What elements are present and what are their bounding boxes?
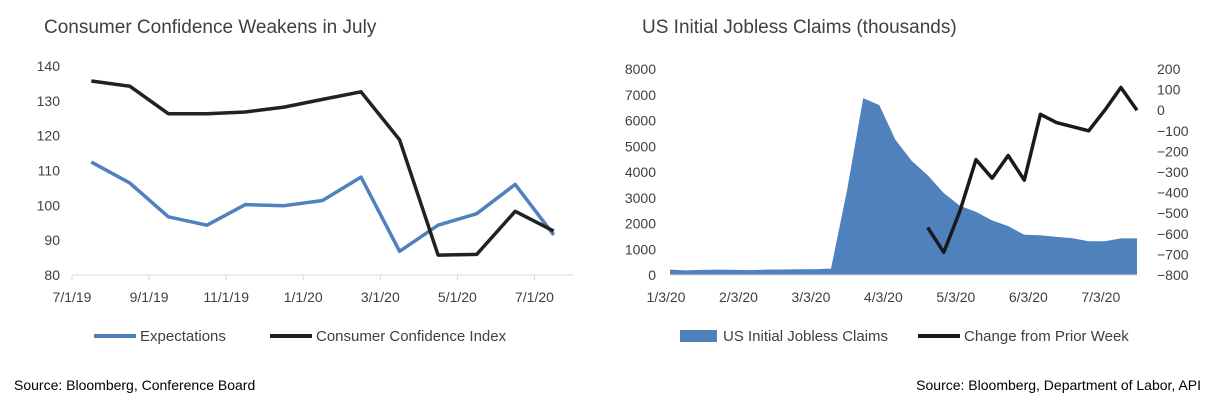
- right-y-right-tick-label: 200: [1157, 61, 1181, 77]
- right-y-left-tick-label: 3000: [625, 190, 656, 206]
- series-cci-line: [91, 79, 555, 257]
- legend-change-label: Change from Prior Week: [964, 328, 1129, 345]
- right-y-left-tick-label: 1000: [625, 241, 656, 257]
- right-chart: US Initial Jobless Claims (thousands) 0 1…: [625, 17, 1201, 393]
- right-legend: US Initial Jobless Claims Change from Pr…: [680, 328, 1129, 345]
- right-y-left-tick-label: 0: [648, 267, 656, 283]
- right-x-tick-label: 6/3/20: [1009, 289, 1048, 305]
- left-y-ticks: 80 90 100 110 120 130 140: [37, 58, 61, 283]
- legend-expectations-label: Expectations: [140, 328, 226, 345]
- series-change-line: [926, 85, 1139, 255]
- series-expectations-line: [90, 160, 556, 254]
- left-x-tick-label: 9/1/19: [130, 289, 169, 305]
- right-y-right-tick-label: −400: [1157, 185, 1189, 201]
- left-y-tick-label: 130: [37, 93, 61, 109]
- right-x-tick-label: 7/3/20: [1081, 289, 1120, 305]
- legend-claims-swatch: [680, 330, 717, 342]
- left-x-tick-label: 5/1/20: [438, 289, 477, 305]
- left-y-tick-label: 120: [37, 128, 61, 144]
- left-chart-title: Consumer Confidence Weakens in July: [44, 17, 377, 38]
- right-y-ticks-left: 0 1000 2000 3000 4000 5000 6000 7000 8000: [625, 61, 656, 283]
- right-chart-title: US Initial Jobless Claims (thousands): [642, 17, 957, 38]
- right-x-tick-label: 3/3/20: [791, 289, 830, 305]
- right-y-right-tick-label: 100: [1157, 82, 1181, 98]
- left-x-tick-label: 7/1/20: [515, 289, 554, 305]
- left-x-tick-label: 3/1/20: [361, 289, 400, 305]
- left-y-tick-label: 90: [44, 232, 60, 248]
- left-x-tick-label: 1/1/20: [284, 289, 323, 305]
- left-y-tick-label: 110: [38, 163, 61, 179]
- left-source-note: Source: Bloomberg, Conference Board: [14, 377, 255, 393]
- left-y-tick-label: 140: [37, 58, 61, 74]
- left-x-tick-label: 11/1/19: [203, 289, 249, 305]
- right-y-right-tick-label: −700: [1157, 246, 1189, 262]
- left-x-ticks: 7/1/19 9/1/19 11/1/19 1/1/20 3/1/20 5/1/20 7/1…: [53, 275, 554, 305]
- right-y-left-tick-label: 2000: [625, 216, 656, 232]
- right-y-right-tick-label: −300: [1157, 164, 1189, 180]
- right-y-right-tick-label: −800: [1157, 267, 1189, 283]
- right-x-tick-label: 4/3/20: [864, 289, 903, 305]
- left-chart: Consumer Confidence Weakens in July 80 90…: [14, 17, 573, 393]
- right-y-right-tick-label: 0: [1157, 102, 1165, 118]
- right-x-tick-label: 5/3/20: [936, 289, 975, 305]
- right-y-left-tick-label: 5000: [625, 138, 656, 154]
- left-legend: Expectations Consumer Confidence Index: [94, 328, 507, 345]
- right-y-left-tick-label: 4000: [625, 164, 656, 180]
- right-x-ticks: 1/3/20 2/3/20 3/3/20 4/3/20 5/3/20 6/3/20 7/3/…: [647, 289, 1121, 305]
- right-source-note: Source: Bloomberg, Department of Labor, …: [916, 377, 1201, 393]
- right-x-tick-label: 1/3/20: [647, 289, 686, 305]
- right-y-ticks-right: −800 −700 −600 −500 −400 −300 −200 −100 0 100 200: [1157, 61, 1189, 283]
- right-y-right-tick-label: −200: [1157, 143, 1189, 159]
- series-jobless-claims-area: [670, 98, 1137, 275]
- right-y-right-tick-label: −100: [1157, 123, 1189, 139]
- right-y-left-tick-label: 8000: [625, 61, 656, 77]
- right-y-right-tick-label: −600: [1157, 226, 1189, 242]
- legend-claims-label: US Initial Jobless Claims: [723, 328, 888, 345]
- left-x-tick-label: 7/1/19: [53, 289, 92, 305]
- right-y-left-tick-label: 6000: [625, 113, 656, 129]
- right-y-left-tick-label: 7000: [625, 87, 656, 103]
- left-y-tick-label: 100: [37, 197, 61, 213]
- left-y-tick-label: 80: [44, 267, 60, 283]
- right-y-right-tick-label: −500: [1157, 205, 1189, 221]
- right-x-tick-label: 2/3/20: [719, 289, 758, 305]
- legend-cci-label: Consumer Confidence Index: [316, 328, 507, 345]
